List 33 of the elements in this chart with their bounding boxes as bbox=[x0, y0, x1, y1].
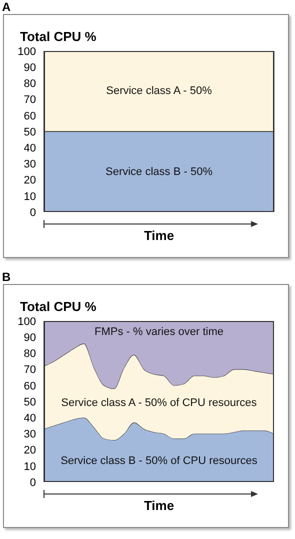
chart-title: B bbox=[2, 270, 11, 284]
y-axis-title: Total CPU % bbox=[20, 29, 96, 44]
y-tick-label: 10 bbox=[24, 190, 36, 203]
x-axis-title: Time bbox=[142, 498, 176, 513]
y-tick-label: 90 bbox=[24, 62, 36, 74]
y-tick-label: 30 bbox=[24, 158, 36, 171]
y-tick-label: 20 bbox=[24, 444, 36, 457]
y-tick-label: 50 bbox=[24, 126, 36, 138]
y-tick-label: 20 bbox=[24, 174, 36, 187]
y-axis-title: Total CPU % bbox=[20, 299, 96, 314]
series-label: Service class A - 50% bbox=[105, 84, 213, 98]
y-tick-label: 50 bbox=[24, 396, 36, 408]
y-tick-label: 80 bbox=[24, 78, 36, 90]
x-axis-title: Time bbox=[142, 228, 176, 243]
y-tick-label: 80 bbox=[24, 348, 36, 360]
y-tick-label: 60 bbox=[24, 380, 36, 392]
y-tick-label: 0 bbox=[30, 476, 36, 489]
y-tick-label: 60 bbox=[24, 110, 36, 122]
series-label: Service class A - 50% of CPU resources bbox=[60, 396, 258, 410]
y-tick-label: 40 bbox=[24, 412, 36, 425]
y-tick-label: 0 bbox=[30, 206, 36, 219]
y-tick-label: 90 bbox=[24, 332, 36, 344]
y-tick-label: 70 bbox=[24, 364, 36, 376]
y-tick-label: 30 bbox=[24, 428, 36, 441]
series-label: FMPs - % varies over time bbox=[94, 325, 224, 340]
y-tick-label: 100 bbox=[18, 46, 36, 58]
series-label: Service class B - 50% bbox=[104, 164, 214, 179]
y-tick-label: 10 bbox=[24, 460, 36, 473]
series-label: Service class B - 50% of CPU resources bbox=[60, 454, 258, 468]
chart-title: A bbox=[2, 0, 11, 14]
y-tick-label: 100 bbox=[18, 316, 36, 328]
y-tick-label: 40 bbox=[24, 142, 36, 155]
y-tick-label: 70 bbox=[24, 94, 36, 106]
